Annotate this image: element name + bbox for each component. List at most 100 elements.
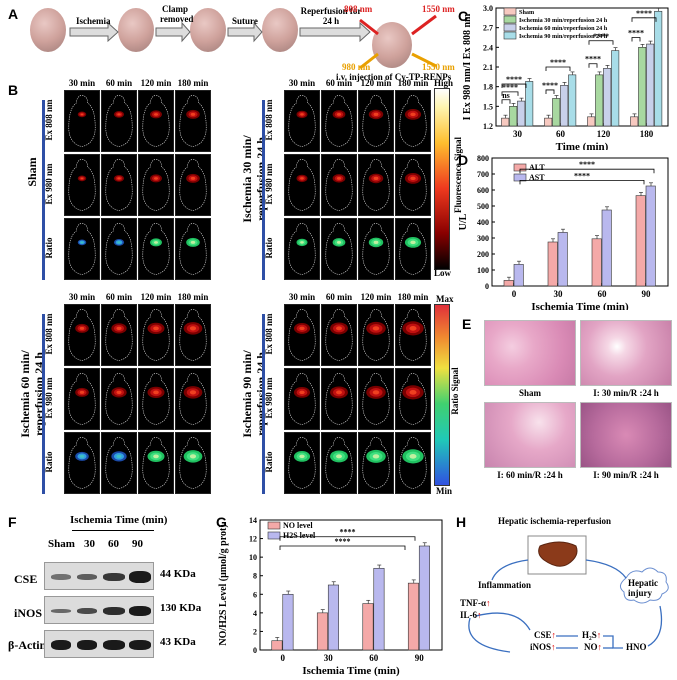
lane-sham: Sham — [48, 538, 75, 550]
sig-label: **** — [574, 171, 590, 180]
chart-d: 0 100 200 300 400 500 600 700 800 0 30 60 90 Ischemia… — [458, 154, 669, 310]
mouse-image — [138, 368, 174, 430]
y-tick-label: 1.5 — [483, 102, 493, 111]
histology-60min — [484, 402, 576, 468]
mouse-image — [395, 304, 431, 366]
size-inos: 130 KDa — [160, 602, 202, 614]
bar — [282, 593, 294, 651]
size-cse: 44 KDa — [160, 568, 196, 580]
y-tick-label: 1.8 — [483, 83, 493, 92]
sig-bracket — [279, 536, 416, 541]
y-tick-label: 12 — [249, 535, 257, 544]
mouse-image — [138, 304, 174, 366]
time-label: 180 min — [177, 78, 209, 88]
arrow-to-inos — [468, 617, 511, 653]
mouse-image — [284, 304, 320, 366]
bracket-h2s — [603, 635, 623, 649]
sig-bracket — [545, 89, 555, 94]
y-axis-label: NO/H2S Level (μmol/g prot) — [218, 524, 229, 645]
legend-swatch — [503, 7, 517, 16]
row-label: Ex 980 nm — [264, 377, 274, 419]
mouse-image — [358, 304, 394, 366]
y-tick-label: 200 — [477, 250, 489, 259]
mouse-image — [101, 304, 137, 366]
time-label: 30 min — [68, 292, 96, 302]
legend-label: Sham — [519, 9, 535, 16]
bar — [373, 567, 385, 651]
legend-swatch — [503, 23, 517, 32]
y-tick-label: 600 — [477, 186, 489, 195]
time-label: 120 min — [360, 78, 392, 88]
bar — [501, 117, 510, 127]
lane-90: 90 — [132, 538, 143, 550]
bar — [645, 185, 656, 287]
protein-cse: CSE — [14, 572, 38, 586]
caption-90min: I: 90 min/R :24 h — [593, 470, 659, 480]
x-axis-label: Time (min) — [556, 141, 609, 150]
liver-icon — [538, 541, 578, 567]
mouse-image — [101, 154, 137, 216]
mouse-image — [321, 90, 357, 152]
y-tick-label: 0 — [253, 646, 257, 655]
y-tick-label: 800 — [477, 154, 489, 163]
arrow-4 — [299, 21, 371, 43]
bar — [517, 100, 526, 127]
protein-actin: β-Actin — [8, 638, 47, 652]
time-label: 120 min — [140, 78, 172, 88]
panel-f-label: F — [8, 514, 17, 530]
ratio-colorbar — [434, 304, 450, 486]
mouse-image — [175, 90, 211, 152]
y-tick-label: 2.1 — [483, 63, 493, 72]
arrow-to-cse — [475, 612, 531, 631]
x-tick-label: 60 — [556, 129, 566, 139]
tnf-label: TNF-α↑ — [460, 598, 491, 608]
row-label: Ratio — [264, 237, 274, 259]
row-label: Ex 808 nm — [264, 99, 274, 141]
mouse-image — [358, 218, 394, 280]
y-tick-label: 500 — [477, 202, 489, 211]
fluor-low-label: Low — [434, 268, 452, 278]
label-1550nm-top: 1550 nm — [422, 4, 455, 14]
step-clamp: Clamp removed — [160, 4, 194, 24]
blot-title: Ischemia Time (min) — [70, 514, 168, 526]
time-label: 180 min — [397, 78, 429, 88]
sig-bracket — [501, 99, 511, 104]
legend-swatch — [503, 31, 517, 40]
ratio-min-label: Min — [436, 486, 453, 496]
panel-h-label: H — [456, 514, 467, 530]
bar — [595, 74, 604, 127]
ratio-max-label: Max — [436, 294, 454, 304]
bar — [560, 85, 569, 127]
legend-label: NO level — [283, 521, 313, 530]
x-tick-label: 0 — [512, 289, 517, 299]
liver-photo-3 — [190, 8, 226, 52]
mouse-image — [358, 90, 394, 152]
y-tick-label: 400 — [477, 218, 489, 227]
mouse-image — [101, 90, 137, 152]
mouse-image — [321, 304, 357, 366]
mouse-image — [321, 368, 357, 430]
bar — [327, 584, 339, 651]
fluorescence-colorbar — [434, 88, 450, 270]
mouse-image — [101, 368, 137, 430]
sig-label: **** — [628, 29, 644, 38]
blot-title-line — [72, 530, 154, 531]
mouse-image — [321, 432, 357, 494]
row-label: Ex 808 nm — [264, 313, 274, 355]
time-label: 60 min — [105, 292, 133, 302]
mouse-image — [138, 90, 174, 152]
mouse-image — [358, 432, 394, 494]
y-tick-label: 300 — [477, 234, 489, 243]
mouse-image — [138, 218, 174, 280]
bar — [544, 117, 553, 127]
time-label: 60 min — [325, 78, 353, 88]
liver-photo-2 — [118, 8, 154, 52]
mouse-image — [175, 368, 211, 430]
legend-label: Ischemia 30 min/reperfusion 24 h — [519, 17, 608, 24]
inflammation-label: Inflammation — [478, 580, 532, 590]
bar — [509, 106, 518, 127]
y-tick-label: 6 — [253, 590, 257, 599]
blot-cse — [44, 562, 154, 590]
bar — [525, 81, 534, 127]
sig-bracket — [631, 17, 657, 22]
